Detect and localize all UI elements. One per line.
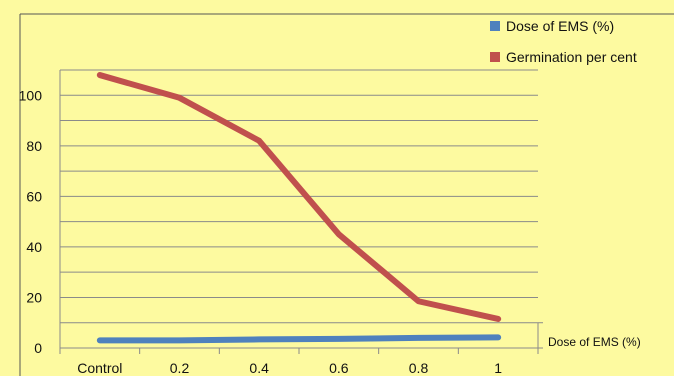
series-line-1 (96, 72, 502, 322)
legend-label: Dose of EMS (%) (506, 18, 614, 34)
x-tick-labels: Control 0.2 0.4 0.6 0.8 1 (59, 348, 539, 376)
data-table-label-area: Dose of EMS (%) (548, 335, 641, 349)
x-tick-label: 1 (494, 360, 502, 376)
y-tick-label: 20 (26, 289, 42, 305)
legend: Dose of EMS (%) Germination per cent (490, 18, 637, 65)
data-table-label: Dose of EMS (%) (548, 335, 641, 349)
series-lines (96, 72, 502, 344)
x-tick-label: 0.8 (409, 360, 429, 376)
y-tick-label: 0 (34, 340, 42, 356)
x-tick-label: 0.6 (329, 360, 349, 376)
y-tick-label: 80 (26, 138, 42, 154)
legend-label: Germination per cent (506, 49, 637, 65)
series-line-0 (96, 334, 502, 344)
y-tick-labels: 0 20 40 60 80 100 (19, 87, 43, 356)
y-tick-label: 100 (19, 87, 43, 103)
gridlines (60, 69, 538, 324)
x-tick-label: 0.4 (249, 360, 269, 376)
legend-swatch (490, 52, 500, 62)
axes (19, 13, 674, 376)
legend-swatch (490, 21, 500, 31)
x-tick-label: Control (77, 360, 122, 376)
y-tick-label: 60 (26, 188, 42, 204)
y-tick-label: 40 (26, 239, 42, 255)
x-tick-label: 0.2 (170, 360, 190, 376)
